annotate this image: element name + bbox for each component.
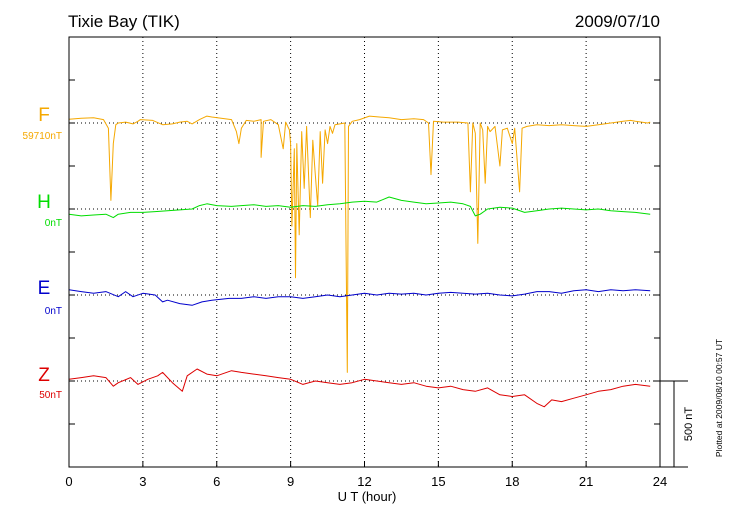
z-component-label: Z — [38, 365, 50, 386]
series-line-e — [68, 289, 651, 306]
baseline-value-label: 59710nT — [23, 131, 62, 142]
component-labels: F 59710nT H 0nT E 0nT Z 50nT — [23, 105, 62, 401]
station-title: Tixie Bay (TIK) — [68, 12, 180, 31]
scale-bar: 500 nT — [660, 380, 695, 468]
scale-bar-label: 500 nT — [683, 407, 695, 442]
chart-date: 2009/07/10 — [575, 12, 660, 31]
x-tick-label: 15 — [431, 474, 445, 489]
grid-lines — [69, 37, 660, 467]
x-tick-label: 0 — [65, 474, 72, 489]
x-tick-label: 9 — [287, 474, 294, 489]
x-axis-label: U T (hour) — [338, 489, 397, 504]
x-tick-label: 3 — [139, 474, 146, 489]
x-tick-label: 21 — [579, 474, 593, 489]
plotted-at-note: Plotted at 2009/08/10 00:57 UT — [714, 339, 724, 457]
baseline-value-label: 0nT — [45, 218, 62, 229]
e-component-label: E — [38, 278, 51, 299]
baseline-value-label: 0nT — [45, 306, 62, 317]
x-tick-label: 18 — [505, 474, 519, 489]
x-tick-label: 24 — [653, 474, 667, 489]
x-axis: 0 3 6 9 12 15 18 21 24 — [65, 461, 667, 489]
baseline-value-label: 50nT — [39, 390, 62, 401]
h-component-label: H — [37, 192, 51, 213]
y-tick-marks — [69, 79, 660, 425]
x-tick-label: 12 — [357, 474, 371, 489]
series-line-h — [68, 196, 651, 219]
series-line-f — [68, 115, 651, 373]
component-traces — [68, 115, 651, 408]
x-tick-label: 6 — [213, 474, 220, 489]
series-line-z — [68, 368, 651, 408]
f-component-label: F — [38, 105, 50, 126]
